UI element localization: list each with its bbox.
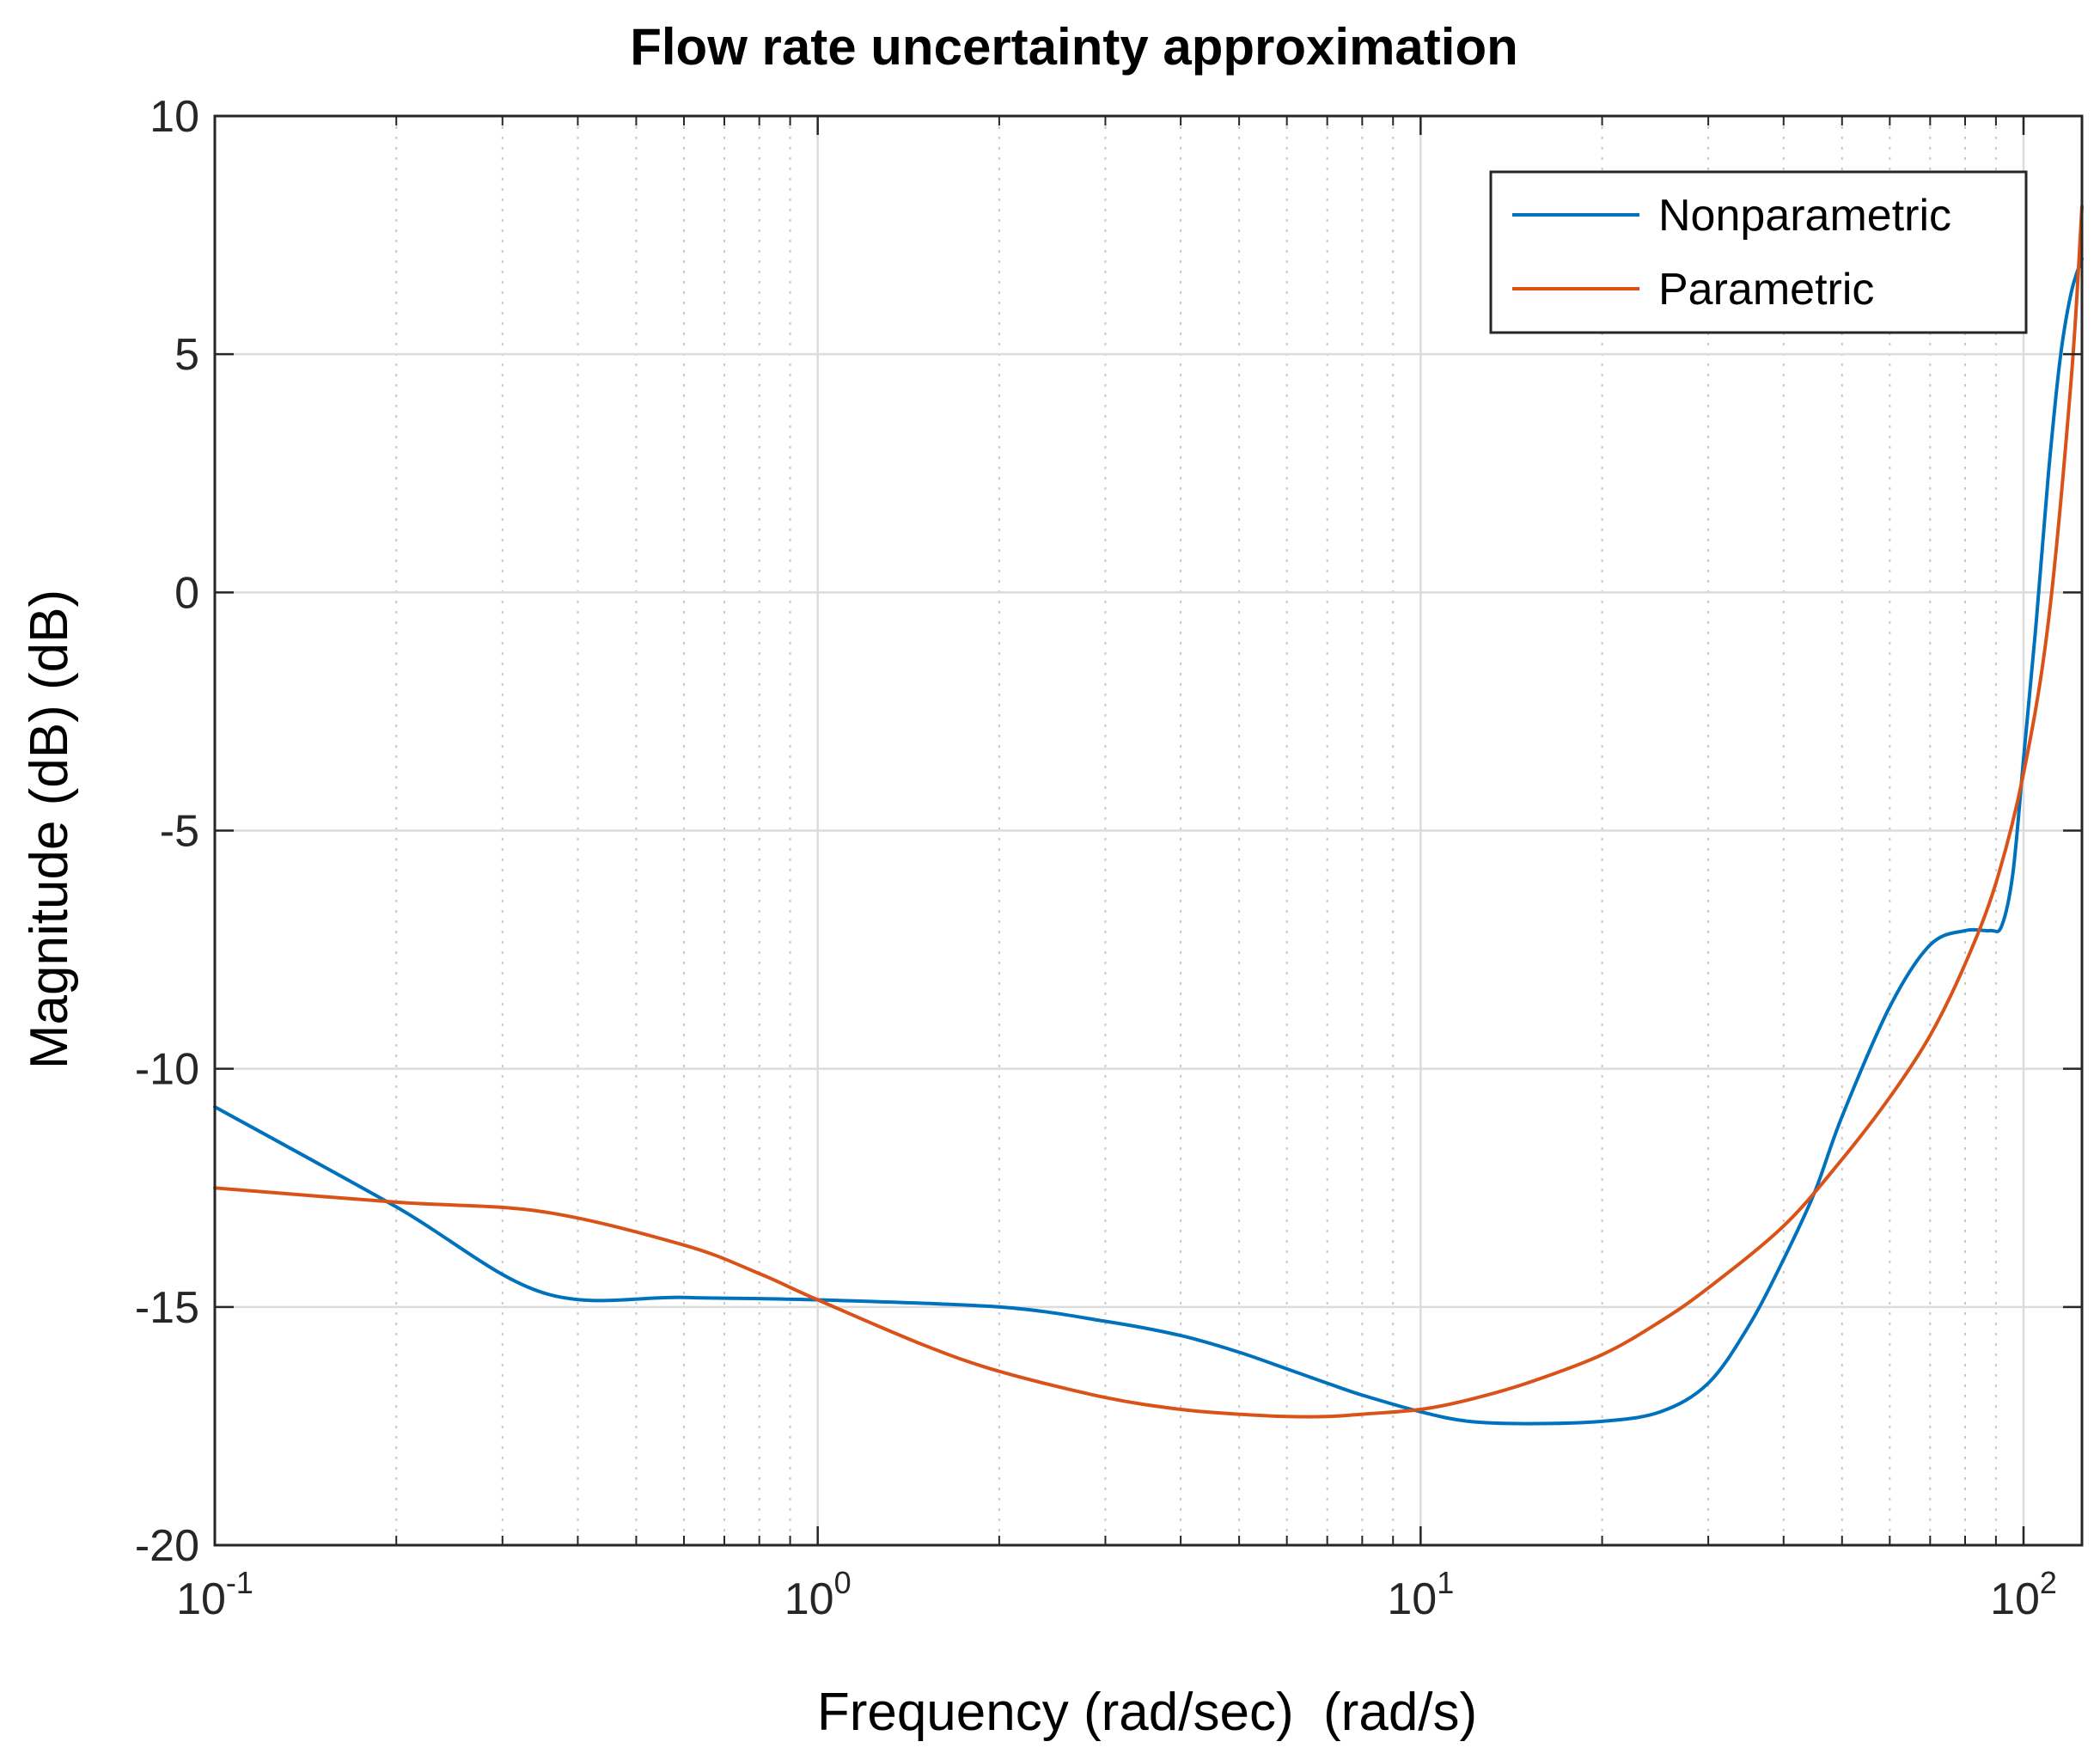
legend-label-parametric: Parametric <box>1658 265 1874 315</box>
x-tick-label: 10-1 <box>176 1565 253 1624</box>
x-tick-label: 101 <box>1387 1565 1454 1624</box>
x-axis-label: Frequency (rad/sec) (rad/s) <box>817 1683 1477 1742</box>
y-tick-label: -5 <box>160 807 199 857</box>
series-layer <box>213 205 2084 1426</box>
y-tick-label: -15 <box>135 1283 199 1333</box>
y-tick-label: 10 <box>150 92 199 142</box>
y-tick-label: 5 <box>174 330 199 380</box>
legend-box <box>1489 170 2028 334</box>
y-axis-label: Magnitude (dB) (dB) <box>20 590 79 1069</box>
x-tick-label: 102 <box>1990 1565 2057 1624</box>
y-tick-label: 0 <box>174 568 199 618</box>
tick-layer: 10-1 100 101 102 10 5 0 -5 -10 -15 -20 <box>135 92 2082 1624</box>
y-tick-label: -10 <box>135 1045 199 1095</box>
x-tick-label: 100 <box>784 1565 852 1624</box>
series-line-parametric <box>213 205 2084 1419</box>
legend-label-nonparametric: Nonparametric <box>1658 191 1951 241</box>
legend: Nonparametric Parametric <box>1489 170 2028 334</box>
chart-title: Flow rate uncertainty approximation <box>630 18 1518 76</box>
y-tick-label: -20 <box>135 1521 199 1571</box>
